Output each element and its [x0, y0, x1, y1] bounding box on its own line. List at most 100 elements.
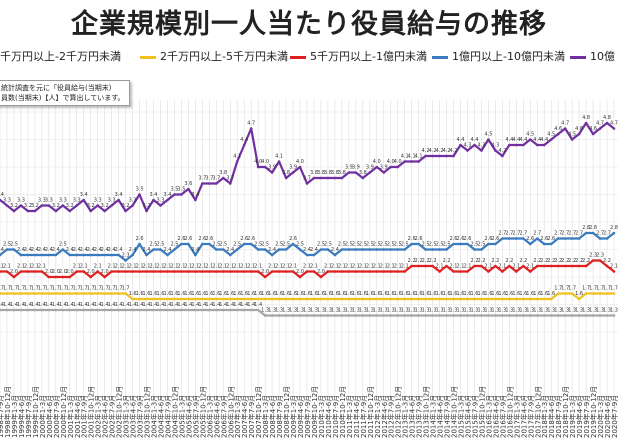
data-point	[124, 308, 127, 312]
data-point	[5, 308, 9, 312]
data-point	[54, 308, 58, 312]
data-point	[214, 182, 218, 185]
data-point	[354, 171, 358, 174]
data-label: 3.2	[143, 203, 151, 209]
series: 3.43.33.23.33.23.23.33.33.23.33.23.33.43…	[0, 115, 618, 213]
data-point	[354, 270, 358, 273]
data-label: 2.2	[408, 258, 416, 264]
data-label: 1.7	[0, 286, 4, 292]
data-label: 4.4	[505, 137, 513, 143]
data-label: 1.6	[205, 291, 213, 297]
data-point	[556, 132, 560, 136]
legend-entry[interactable]: 10億	[570, 48, 615, 64]
data-point	[96, 292, 99, 295]
data-point	[40, 204, 44, 207]
x-tick-label: 2015年7-9月	[470, 395, 479, 438]
data-label: 2.4	[45, 247, 53, 253]
x-tick-label: 2003年10-12月	[143, 386, 152, 438]
data-point	[152, 297, 155, 301]
data-label: 2.5	[170, 242, 178, 248]
data-label: 2.5	[282, 242, 290, 248]
data-point	[410, 160, 413, 163]
data-point	[61, 308, 65, 312]
data-label: 2.2	[533, 258, 541, 264]
data-label: 1.4	[17, 302, 25, 308]
data-point	[159, 297, 162, 301]
data-point	[117, 270, 120, 273]
legend-entry[interactable]: 千万円以上-2千万円未満	[0, 48, 121, 64]
data-label: 2.7	[505, 231, 513, 237]
data-point	[180, 193, 183, 196]
data-point	[473, 248, 476, 251]
x-tick-label: 2008年1-3月	[261, 395, 270, 438]
data-point	[152, 308, 155, 312]
data-point	[291, 297, 295, 301]
data-label: 4.1	[401, 154, 409, 160]
data-point	[270, 253, 274, 257]
legend-entry[interactable]: 5千万円以上-1億円未満	[290, 48, 427, 64]
data-label: 4.4	[533, 137, 541, 143]
x-tick-label: 2013年7-9月	[415, 395, 424, 438]
data-label: 2.1	[303, 264, 311, 270]
data-label: 1.7	[24, 286, 32, 292]
data-label: 1.3	[561, 308, 569, 314]
data-label: 2.4	[31, 247, 39, 253]
data-point	[438, 314, 441, 317]
data-label: 1.6	[289, 291, 297, 297]
data-point	[166, 198, 169, 202]
data-point	[166, 297, 169, 301]
legend-entry[interactable]: 2千万円以上-5千万円未満	[140, 48, 288, 64]
data-point	[173, 193, 176, 196]
data-point	[375, 248, 379, 251]
data-label: 1.6	[338, 291, 346, 297]
data-label: 2.4	[87, 247, 95, 253]
data-point	[410, 264, 413, 268]
x-tick-label: 2016年7-9月	[498, 395, 507, 438]
data-label: 1.3	[324, 308, 332, 314]
data-label: 1.6	[247, 291, 255, 297]
data-point	[431, 154, 434, 158]
data-label: 2.1	[610, 264, 618, 270]
data-point	[459, 314, 462, 317]
x-tick-label: 2006年10-12月	[226, 386, 235, 438]
data-point	[570, 314, 574, 317]
data-label: 1.7	[101, 286, 109, 292]
x-tick-label: 2016年1-3月	[484, 395, 493, 438]
data-point	[480, 314, 483, 317]
data-point	[591, 231, 595, 235]
data-point	[542, 264, 546, 268]
data-label: 1.4	[150, 302, 158, 308]
data-point	[612, 127, 616, 130]
data-label: 4.8	[582, 115, 590, 121]
data-point	[305, 253, 309, 257]
data-label: 2.4	[268, 247, 276, 253]
data-point	[26, 209, 30, 213]
data-point	[187, 297, 190, 301]
data-point	[228, 182, 232, 185]
data-point	[214, 248, 218, 251]
data-label: 1.3	[261, 308, 269, 314]
data-label: 1.6	[317, 291, 325, 297]
x-tick-label: 2000年7-9月	[52, 395, 61, 438]
data-point	[19, 270, 23, 273]
data-label: 4.6	[589, 126, 597, 132]
data-label: 1.4	[59, 302, 67, 308]
data-label: 2.1	[94, 264, 102, 270]
data-label: 2.6	[136, 236, 144, 242]
data-label: 1.4	[87, 302, 95, 308]
data-label: 2.6	[177, 236, 185, 242]
data-label: 1.3	[464, 308, 472, 314]
data-label: 2.1	[373, 264, 381, 270]
data-label: 2.1	[380, 264, 388, 270]
data-label: 2.1	[24, 264, 32, 270]
data-label: 3.3	[17, 198, 25, 204]
data-label: 1.6	[422, 291, 430, 297]
x-tick-label: 2006年1-3月	[205, 395, 214, 438]
data-point	[333, 253, 337, 257]
legend-entry[interactable]: 1億円以上-10億円未満	[432, 48, 565, 64]
data-point	[515, 314, 518, 317]
data-point	[138, 297, 141, 301]
data-label: 1.3	[491, 308, 499, 314]
data-point	[459, 270, 462, 273]
data-point	[235, 270, 239, 273]
